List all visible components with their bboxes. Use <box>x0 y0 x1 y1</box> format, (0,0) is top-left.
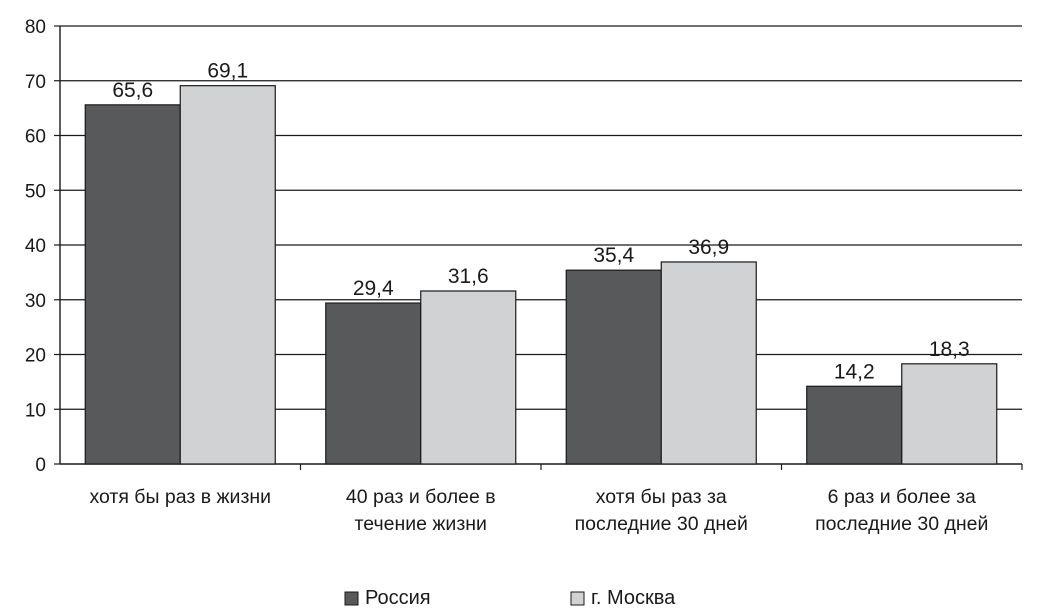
bar-russia <box>806 385 903 465</box>
bar-moscow <box>420 290 517 465</box>
bar-moscow <box>660 261 757 465</box>
data-label: 18,3 <box>929 338 970 361</box>
legend-label: г. Москва <box>591 587 676 609</box>
category-label: 40 раз и более в <box>346 486 496 508</box>
legend-label: Россия <box>365 587 431 609</box>
category-label: последние 30 дней <box>815 513 988 535</box>
y-tick-label: 50 <box>25 181 46 202</box>
data-label: 36,9 <box>688 236 729 259</box>
y-tick-label: 30 <box>25 291 46 312</box>
bars <box>84 85 998 465</box>
data-label: 69,1 <box>207 60 248 83</box>
y-tick-label: 80 <box>25 17 46 38</box>
x-axis-labels: хотя бы раз в жизни 40 раз и более в течен… <box>89 486 988 535</box>
legend-swatch-russia <box>344 591 359 606</box>
legend-swatch-moscow <box>570 591 585 606</box>
y-tick-label: 40 <box>25 236 46 257</box>
y-tick-label: 70 <box>25 72 46 93</box>
y-tick-label: 0 <box>35 455 46 476</box>
category-label: последние 30 дней <box>575 513 748 535</box>
bar-russia <box>84 104 181 465</box>
y-tick-label: 10 <box>25 400 46 421</box>
data-labels: 65,6 69,1 29,4 31,6 35,4 36,9 14,2 18,3 <box>112 60 969 384</box>
bar-moscow <box>901 363 998 465</box>
data-label: 65,6 <box>112 79 153 102</box>
data-label: 14,2 <box>834 360 875 383</box>
category-label: хотя бы раз за <box>596 486 727 508</box>
data-label: 29,4 <box>353 277 394 300</box>
legend: Россия г. Москва <box>344 587 676 609</box>
y-tick-label: 60 <box>25 127 46 148</box>
y-tick-label: 20 <box>25 346 46 367</box>
category-label: хотя бы раз в жизни <box>89 486 271 508</box>
bar-russia <box>325 302 422 465</box>
bar-russia <box>565 269 662 465</box>
bar-moscow <box>179 85 276 465</box>
data-label: 35,4 <box>593 244 634 267</box>
category-label: течение жизни <box>355 513 487 535</box>
data-label: 31,6 <box>448 265 489 288</box>
category-label: 6 раз и более за <box>828 486 976 508</box>
